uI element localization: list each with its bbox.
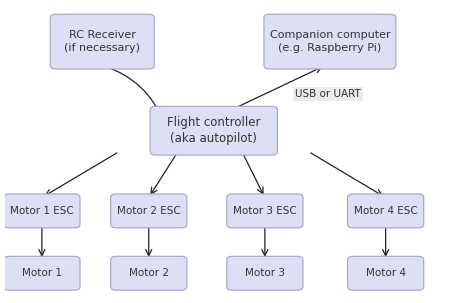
Text: Motor 3 ESC: Motor 3 ESC [233,206,297,216]
Text: Motor 4: Motor 4 [365,268,406,278]
FancyBboxPatch shape [347,194,424,228]
FancyBboxPatch shape [4,256,80,290]
FancyBboxPatch shape [110,256,187,290]
FancyBboxPatch shape [50,14,155,69]
FancyBboxPatch shape [264,14,396,69]
Text: Motor 3: Motor 3 [245,268,285,278]
Text: Motor 4 ESC: Motor 4 ESC [354,206,418,216]
Text: Companion computer
(e.g. Raspberry Pi): Companion computer (e.g. Raspberry Pi) [270,30,390,53]
FancyBboxPatch shape [347,256,424,290]
Text: Motor 1 ESC: Motor 1 ESC [10,206,74,216]
FancyBboxPatch shape [150,106,277,155]
Text: Motor 2 ESC: Motor 2 ESC [117,206,181,216]
FancyBboxPatch shape [227,194,303,228]
FancyBboxPatch shape [4,194,80,228]
Text: RC Receiver
(if necessary): RC Receiver (if necessary) [64,30,140,53]
Text: USB or UART: USB or UART [295,88,360,98]
Text: Flight controller
(aka autopilot): Flight controller (aka autopilot) [167,116,261,145]
FancyBboxPatch shape [227,256,303,290]
Text: Motor 1: Motor 1 [22,268,62,278]
FancyBboxPatch shape [110,194,187,228]
Text: Motor 2: Motor 2 [129,268,169,278]
